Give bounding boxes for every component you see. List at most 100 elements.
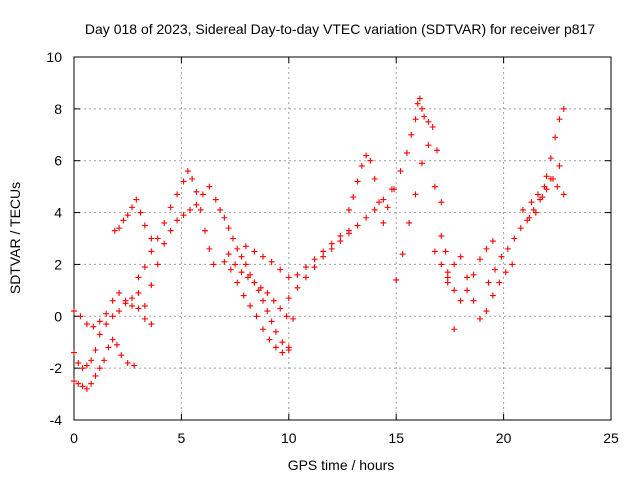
data-point: [543, 173, 550, 180]
data-point: [272, 328, 279, 335]
data-point: [83, 385, 90, 392]
data-point: [391, 186, 398, 193]
data-point: [189, 175, 196, 182]
data-point: [345, 230, 352, 237]
data-point: [116, 308, 123, 315]
data-point: [438, 232, 445, 239]
data-point: [451, 326, 458, 333]
data-point: [122, 300, 129, 307]
series-sat-track-l: [345, 152, 387, 226]
data-point: [71, 378, 77, 385]
data-point: [96, 318, 103, 325]
data-point: [350, 194, 357, 201]
data-point: [354, 222, 361, 229]
data-point: [75, 380, 82, 387]
data-point: [88, 380, 95, 387]
data-point: [470, 271, 477, 278]
data-point: [202, 227, 209, 234]
data-point: [397, 168, 404, 175]
series-sat-track-c: [71, 336, 138, 392]
series-sat-track-m: [384, 95, 449, 255]
data-point: [128, 302, 135, 309]
data-point: [442, 248, 449, 255]
data-point: [277, 305, 284, 312]
series-sat-track-i: [225, 251, 297, 322]
data-point: [133, 196, 140, 203]
data-point: [238, 269, 245, 276]
y-tick-label: 2: [54, 256, 62, 272]
data-point: [253, 313, 260, 320]
data-point: [270, 297, 277, 304]
data-point: [109, 336, 116, 343]
data-point: [116, 225, 123, 232]
data-point: [148, 282, 155, 289]
data-point: [511, 235, 518, 242]
data-point: [221, 258, 228, 265]
data-point: [290, 315, 297, 322]
data-point: [345, 206, 352, 213]
data-point: [193, 201, 200, 208]
data-point: [294, 271, 301, 278]
series-sat-track-o: [431, 238, 496, 304]
data-point: [429, 124, 436, 131]
data-point: [560, 105, 567, 112]
data-point: [367, 157, 374, 164]
series-sat-track-e: [135, 168, 217, 281]
data-point: [77, 313, 84, 320]
y-tick-label: 8: [54, 101, 62, 117]
data-point: [180, 178, 187, 185]
data-point: [232, 261, 239, 268]
data-point: [260, 297, 267, 304]
series-sat-track-j: [242, 227, 352, 281]
x-tick-label: 25: [603, 430, 619, 446]
data-point: [279, 339, 286, 346]
series-sat-track-p: [444, 253, 516, 322]
data-point: [406, 219, 413, 226]
data-point: [161, 219, 168, 226]
data-point: [79, 383, 86, 390]
data-point: [504, 245, 511, 252]
data-point: [167, 204, 174, 211]
data-point: [464, 274, 471, 281]
series-sat-track-s: [528, 175, 567, 206]
grid-layer: [74, 57, 611, 420]
data-point: [412, 191, 419, 198]
data-point: [90, 323, 97, 330]
data-point: [485, 279, 492, 286]
data-point: [302, 264, 309, 271]
data-point: [294, 284, 301, 291]
data-point: [421, 113, 428, 120]
data-point: [206, 183, 213, 190]
data-point: [109, 297, 116, 304]
data-point: [92, 346, 99, 353]
data-point: [272, 344, 279, 351]
data-point: [560, 191, 567, 198]
data-point: [384, 204, 391, 211]
series-sat-track-b: [71, 289, 142, 372]
data-point: [266, 336, 273, 343]
data-point: [399, 251, 406, 258]
data-point: [539, 194, 546, 201]
data-point: [483, 308, 490, 315]
data-point: [83, 321, 90, 328]
y-axis-label: SDTVAR / TECUs: [7, 182, 23, 294]
data-point: [103, 321, 110, 328]
data-point: [363, 152, 370, 159]
data-point: [148, 248, 155, 255]
y-tick-label: -2: [50, 360, 63, 376]
x-tick-label: 15: [388, 430, 404, 446]
data-layer: [71, 95, 567, 392]
data-point: [141, 264, 148, 271]
data-point: [251, 248, 258, 255]
data-point: [489, 238, 496, 245]
data-point: [206, 245, 213, 252]
data-point: [96, 365, 103, 372]
data-point: [264, 289, 271, 296]
data-point: [311, 264, 318, 271]
data-point: [451, 287, 458, 294]
series-sat-track-d: [111, 196, 155, 242]
data-point: [556, 162, 563, 169]
data-point: [71, 349, 77, 356]
data-point: [242, 243, 249, 250]
data-point: [118, 352, 125, 359]
